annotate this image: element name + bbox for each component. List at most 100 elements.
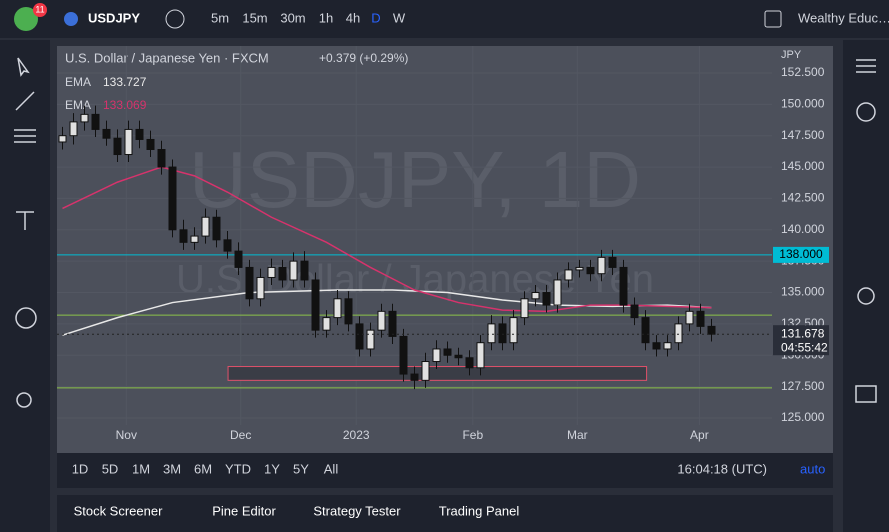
fib-icon[interactable] [14, 129, 36, 143]
timeframe[interactable]: 4h [346, 10, 360, 25]
candle-body [454, 354, 463, 359]
candle-body [212, 216, 221, 241]
fullscreen-icon[interactable] [764, 10, 782, 28]
candle-body [388, 310, 397, 337]
level-tag [773, 246, 829, 263]
zoom-icon[interactable] [16, 392, 32, 408]
candle-body [322, 317, 331, 331]
tab[interactable]: Strategy Tester [313, 503, 401, 518]
range-button[interactable]: 1M [132, 461, 150, 476]
price-axis [772, 46, 833, 425]
alert-icon[interactable] [856, 102, 876, 122]
tab[interactable]: Trading Panel [439, 503, 520, 518]
line-icon[interactable] [15, 91, 35, 111]
symbol[interactable]: USDJPY [88, 10, 140, 25]
legend-title: U.S. Dollar / Japanese Yen · FXCM [65, 50, 269, 65]
last-price-tag [773, 325, 829, 356]
right-toolbar [843, 40, 889, 532]
candle-body [707, 325, 716, 335]
chat-icon[interactable] [855, 385, 877, 403]
range-button[interactable]: 3M [163, 461, 181, 476]
plot: USDJPY, 1D U.S. Dollar / Japanese Yen JPY 1… [57, 46, 829, 442]
range-bar: 1D 5D 1M 3M 6M YTD 1Y 5Y All [72, 461, 339, 476]
tab[interactable]: Pine Editor [212, 503, 276, 518]
emoji-icon[interactable] [15, 307, 37, 329]
y-tick-label: 150.000 [781, 97, 825, 111]
currency: JPY [781, 49, 802, 61]
candle-body [652, 342, 661, 350]
range-button[interactable]: 5D [102, 461, 119, 476]
candle-body [157, 149, 166, 168]
logo[interactable] [14, 7, 38, 31]
candle-body [432, 348, 441, 363]
x-tick-label: Mar [567, 428, 588, 442]
candle-body [344, 298, 353, 325]
candle-body [674, 323, 683, 344]
timeframe[interactable]: D [371, 10, 380, 25]
text-icon[interactable] [16, 211, 34, 230]
candle-body [168, 166, 177, 231]
idea-icon[interactable] [857, 287, 875, 305]
timeframe[interactable]: 30m [280, 10, 305, 25]
x-tick-label: 2023 [343, 428, 370, 442]
range-button[interactable]: 6M [194, 461, 212, 476]
candle-body [487, 323, 496, 344]
countdown: 04:55:42 [781, 340, 828, 354]
candle-body [91, 113, 100, 130]
ema-value: 133.727 [103, 75, 147, 89]
x-tick-label: Feb [462, 428, 483, 442]
candle-body [443, 348, 452, 356]
level-label: 138.000 [779, 247, 823, 261]
timeframe[interactable]: 1h [319, 10, 333, 25]
range-button[interactable]: 1D [72, 461, 89, 476]
range-button[interactable]: 5Y [293, 461, 309, 476]
tabs: Stock Screener Pine Editor Strategy Tester… [74, 503, 520, 518]
cursor-icon[interactable] [17, 57, 30, 77]
timeframe[interactable]: 15m [242, 10, 267, 25]
account[interactable]: Wealthy Educ… [798, 10, 889, 25]
zone [227, 366, 648, 381]
y-tick-label: 152.500 [781, 65, 825, 79]
timeframe[interactable]: W [393, 10, 406, 25]
range-button[interactable]: All [324, 461, 339, 476]
candle-body [69, 121, 78, 137]
y-tick-label: 135.000 [781, 285, 825, 299]
watermark: USDJPY, 1D [189, 135, 641, 224]
candle-body [377, 310, 386, 331]
candle-body [300, 260, 309, 281]
candle-body [278, 266, 287, 281]
range-button[interactable]: 1Y [264, 461, 280, 476]
tab[interactable]: Stock Screener [74, 503, 164, 518]
candle-body [509, 317, 518, 344]
candle-body [696, 310, 705, 327]
candle-body [245, 266, 254, 300]
candle-body [520, 298, 529, 319]
candle-body [542, 292, 551, 306]
candle-body [685, 310, 694, 325]
candle-body [190, 235, 199, 243]
scale-auto[interactable]: auto [800, 461, 825, 476]
candle-body [124, 128, 133, 156]
ema-value: 133.069 [103, 98, 147, 112]
candle-body [146, 138, 155, 151]
candle-body [366, 329, 375, 350]
candle-body [223, 239, 232, 252]
candle-body [113, 137, 122, 156]
timeframe[interactable]: 5m [211, 10, 229, 25]
candle-body [498, 323, 507, 344]
watermark-subtitle: U.S. Dollar / Japanese Yen [176, 258, 654, 302]
y-tick-label: 147.500 [781, 128, 825, 142]
candle-body [80, 113, 89, 123]
candle-body [256, 276, 265, 300]
add-symbol[interactable] [165, 9, 185, 29]
clock: 16:04:18 (UTC) [677, 461, 767, 476]
watchlist-icon[interactable] [856, 59, 876, 73]
left-toolbar [0, 40, 50, 532]
candle-body [410, 373, 419, 381]
x-tick-label: Dec [230, 428, 251, 442]
flag [64, 12, 78, 26]
time-axis [57, 425, 833, 453]
range-button[interactable]: YTD [225, 461, 251, 476]
candle-body [641, 317, 650, 344]
